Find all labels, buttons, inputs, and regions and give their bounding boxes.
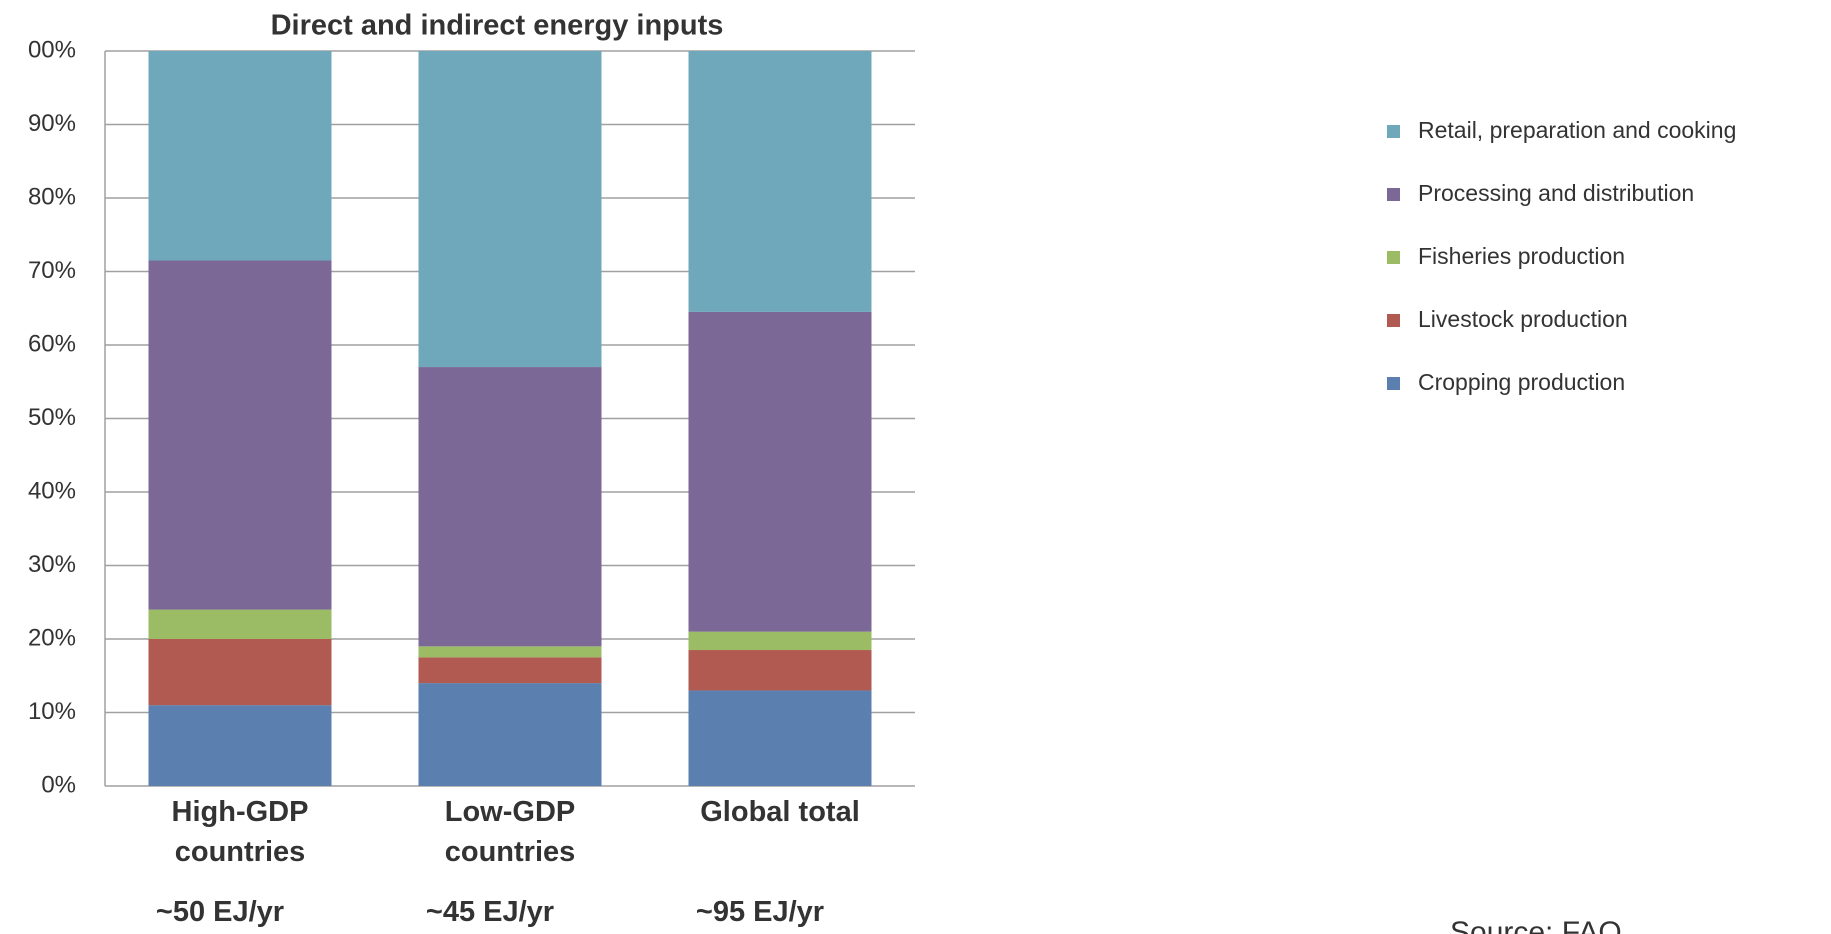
- y-tick-label: 90%: [28, 110, 76, 137]
- y-tick-label: 40%: [28, 477, 76, 504]
- legend-label: Retail, preparation and cooking: [1418, 117, 1736, 143]
- bar-segment: [418, 51, 602, 368]
- x-tick-label: Global total: [700, 796, 860, 828]
- y-tick-label: 60%: [28, 330, 76, 357]
- x-tick-label: Low-GDP countries: [444, 796, 576, 868]
- bar-segment: [148, 260, 332, 610]
- legend-swatch: [1387, 188, 1400, 201]
- bar-segment: [418, 683, 602, 786]
- legend-swatch: [1387, 125, 1400, 138]
- bar-segment: [688, 690, 872, 786]
- legend-label: Processing and distribution: [1418, 180, 1694, 206]
- y-tick-label: 70%: [28, 257, 76, 284]
- y-tick-label: 80%: [28, 183, 76, 210]
- legend-swatch: [1387, 251, 1400, 264]
- bar-segment: [418, 367, 602, 647]
- bar-segment: [688, 311, 872, 632]
- bar-segment: [418, 646, 602, 658]
- y-tick-label: 10%: [28, 698, 76, 725]
- bar-segment: [418, 657, 602, 684]
- bar-segment: [688, 631, 872, 651]
- y-tick-label: 0%: [41, 771, 76, 798]
- bar-segment: [688, 51, 872, 312]
- bar-segment: [148, 705, 332, 786]
- legend-swatch: [1387, 377, 1400, 390]
- x-tick-label: High-GDP countries: [171, 796, 309, 868]
- bar-segment: [688, 650, 872, 691]
- chart-title: Direct and indirect energy inputs: [271, 10, 724, 42]
- legend-label: Livestock production: [1418, 306, 1628, 332]
- bar-segment: [148, 609, 332, 639]
- y-tick-label: 50%: [28, 404, 76, 431]
- bar-segment: [148, 51, 332, 261]
- category-annotation: ~95 EJ/yr: [695, 896, 825, 928]
- legend-label: Fisheries production: [1418, 243, 1625, 269]
- y-tick-label: 30%: [28, 551, 76, 578]
- legend-label: Cropping production: [1418, 369, 1625, 395]
- category-annotation: ~50 EJ/yr: [155, 896, 285, 928]
- category-annotation: ~45 EJ/yr: [425, 896, 555, 928]
- legend-swatch: [1387, 314, 1400, 327]
- y-tick-label: 00%: [28, 36, 76, 63]
- source: Source: FAO: [1450, 916, 1622, 934]
- bar-segment: [148, 639, 332, 706]
- y-tick-label: 20%: [28, 624, 76, 651]
